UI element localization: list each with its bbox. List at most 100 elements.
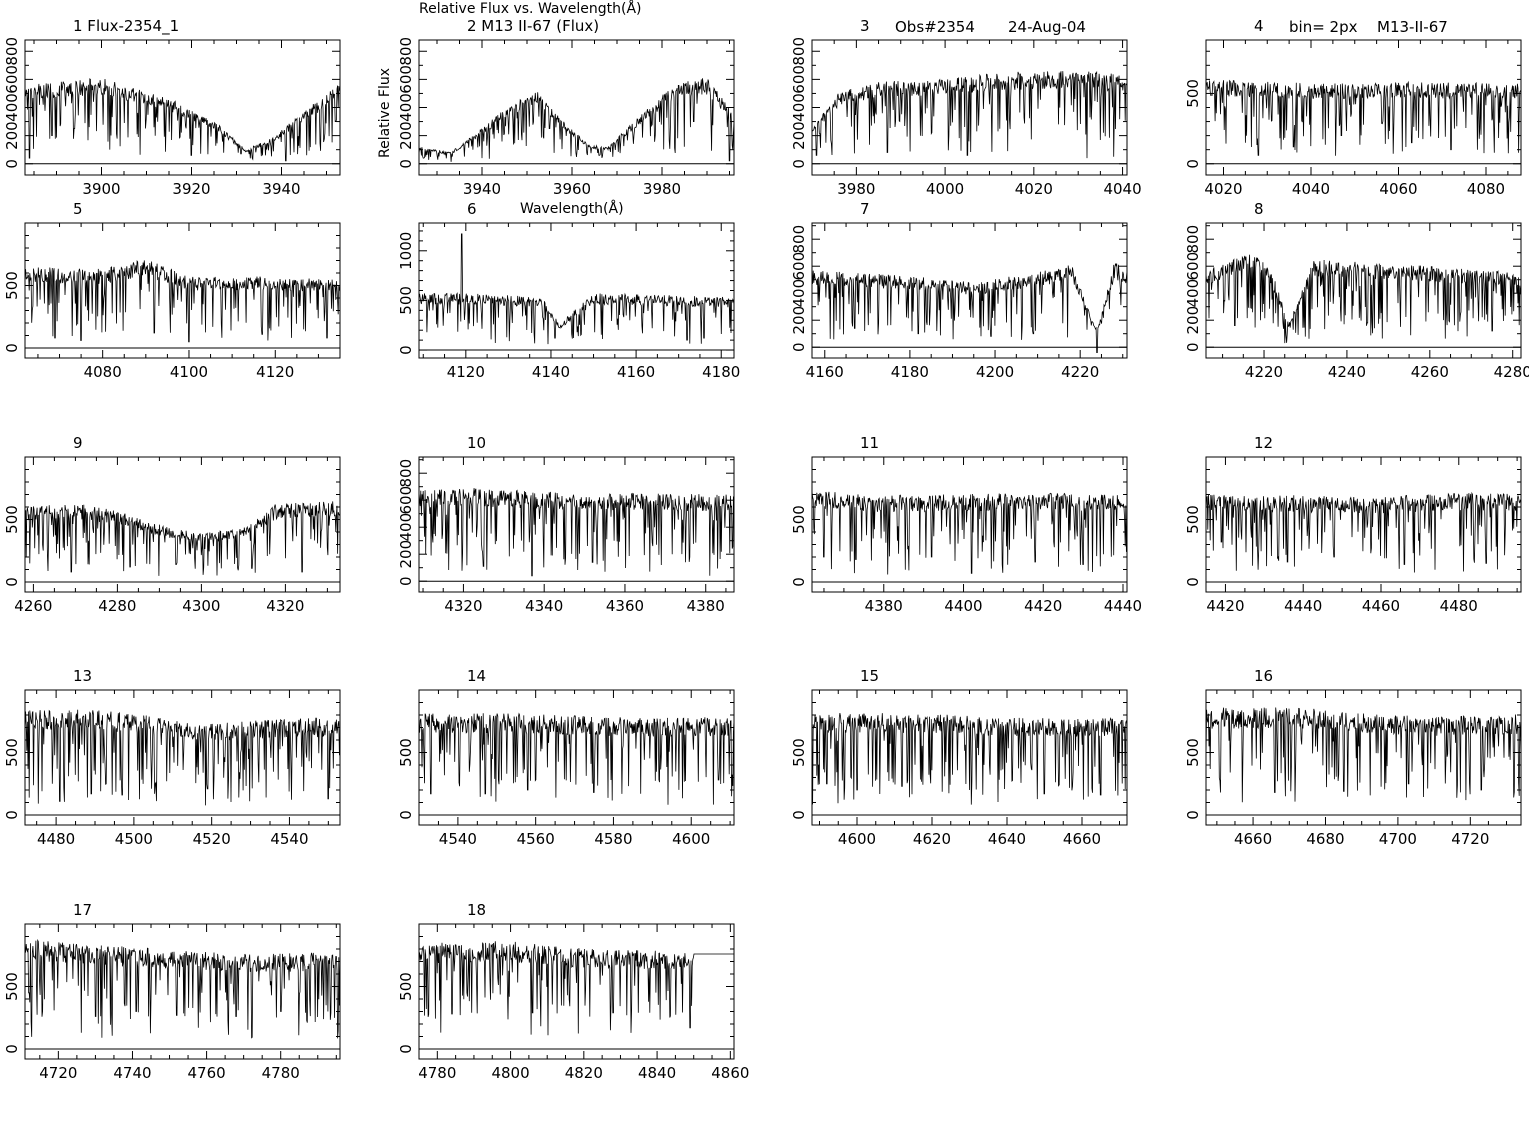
x-tick-label: 4540 bbox=[439, 830, 477, 848]
y-tick-label: 600 bbox=[790, 252, 808, 281]
y-tick-label: 0 bbox=[790, 577, 808, 587]
spectrum-line bbox=[1206, 79, 1521, 156]
x-tick-label: 4060 bbox=[1379, 180, 1417, 198]
x-tick-label: 4660 bbox=[1234, 830, 1272, 848]
x-tick-label: 4440 bbox=[1284, 597, 1322, 615]
x-tick-label: 4120 bbox=[447, 363, 485, 381]
spectrum-line bbox=[25, 78, 340, 162]
y-tick-label: 600 bbox=[397, 65, 415, 94]
spectrum-panel-14: 14 4540 4560 4580 4600 0 500 bbox=[397, 667, 735, 848]
spectrum-line bbox=[812, 263, 1127, 353]
y-tick-label: 500 bbox=[1184, 79, 1202, 108]
header-bin: bin= 2px bbox=[1289, 18, 1358, 36]
panel-title: 10 bbox=[467, 434, 486, 452]
x-tick-label: 4420 bbox=[1024, 597, 1062, 615]
x-tick-label: 4640 bbox=[988, 830, 1026, 848]
spectrum-panel-12: 12 4420 4440 4460 4480 0 500 bbox=[1184, 434, 1522, 615]
x-tick-label: 4560 bbox=[517, 830, 555, 848]
x-tick-label: 4100 bbox=[170, 363, 208, 381]
y-tick-label: 0 bbox=[3, 1044, 21, 1054]
spectrum-line bbox=[419, 941, 734, 1036]
x-tick-label: 4420 bbox=[1206, 597, 1244, 615]
x-tick-label: 4760 bbox=[187, 1064, 225, 1082]
spectrum-panel-2: 2 M13 II-67 (Flux) 3940 3960 3980 0 200400600… bbox=[397, 17, 735, 198]
spectrum-line bbox=[419, 233, 734, 345]
x-tick-label: 4460 bbox=[1362, 597, 1400, 615]
panel-title: 7 bbox=[860, 200, 870, 218]
x-tick-label: 4440 bbox=[1104, 597, 1142, 615]
x-tick-label: 4860 bbox=[711, 1064, 749, 1082]
y-tick-label: 200 bbox=[3, 121, 21, 150]
x-tick-label: 4520 bbox=[193, 830, 231, 848]
y-tick-label: 600 bbox=[3, 65, 21, 94]
x-tick-label: 4040 bbox=[1292, 180, 1330, 198]
x-tick-label: 4220 bbox=[1245, 363, 1283, 381]
y-tick-label: 400 bbox=[1184, 279, 1202, 308]
spectrum-panel-15: 15 4600 4620 4640 4660 0 500 bbox=[790, 667, 1128, 848]
x-tick-label: 4480 bbox=[37, 830, 75, 848]
plot-frame bbox=[1205, 689, 1522, 826]
figure-ylabel: Relative Flux bbox=[377, 68, 393, 158]
x-tick-label: 4700 bbox=[1379, 830, 1417, 848]
y-tick-label: 500 bbox=[397, 972, 415, 1001]
spectrum-panel-6: 6 4120 4140 4160 4180 0 500 1000 bbox=[397, 200, 740, 381]
y-tick-label: 0 bbox=[397, 1044, 415, 1054]
x-tick-label: 4300 bbox=[182, 597, 220, 615]
x-tick-label: 4160 bbox=[617, 363, 655, 381]
y-tick-label: 600 bbox=[1184, 252, 1202, 281]
x-tick-label: 4280 bbox=[98, 597, 136, 615]
plot-frame bbox=[418, 689, 735, 826]
figure-xlabel: Wavelength(Å) bbox=[520, 200, 624, 217]
panel-title: 13 bbox=[73, 667, 92, 685]
x-tick-label: 4660 bbox=[1063, 830, 1101, 848]
x-tick-label: 4260 bbox=[1411, 363, 1449, 381]
plot-frame bbox=[24, 222, 341, 359]
x-tick-label: 3980 bbox=[837, 180, 875, 198]
spectrum-line bbox=[812, 70, 1127, 159]
x-tick-label: 4600 bbox=[838, 830, 876, 848]
y-tick-label: 500 bbox=[790, 505, 808, 534]
x-tick-label: 4620 bbox=[913, 830, 951, 848]
x-tick-label: 4180 bbox=[702, 363, 740, 381]
y-tick-label: 1000 bbox=[397, 232, 415, 270]
x-tick-label: 3900 bbox=[82, 180, 120, 198]
panel-title: 12 bbox=[1254, 434, 1273, 452]
panel-title: 16 bbox=[1254, 667, 1273, 685]
plot-frame bbox=[811, 456, 1128, 593]
figure-title: Relative Flux vs. Wavelength(Å) bbox=[419, 0, 642, 17]
y-tick-label: 500 bbox=[397, 738, 415, 767]
spectrum-panel-5: 5 4080 4100 4120 0 500 bbox=[3, 200, 341, 381]
y-tick-label: 500 bbox=[3, 271, 21, 300]
spectrum-panel-11: 11 4380 4400 4420 4440 0 500 bbox=[790, 434, 1142, 615]
y-tick-label: 800 bbox=[397, 37, 415, 66]
spectrum-line bbox=[25, 938, 340, 1039]
y-tick-label: 500 bbox=[790, 738, 808, 767]
x-tick-label: 4480 bbox=[1440, 597, 1478, 615]
panel-title: 17 bbox=[73, 901, 92, 919]
x-tick-label: 4280 bbox=[1494, 363, 1529, 381]
y-tick-label: 0 bbox=[1184, 159, 1202, 169]
panel-title: 11 bbox=[860, 434, 879, 452]
spectrum-line bbox=[25, 501, 340, 576]
y-tick-label: 500 bbox=[1184, 505, 1202, 534]
x-tick-label: 4720 bbox=[39, 1064, 77, 1082]
x-tick-label: 4820 bbox=[565, 1064, 603, 1082]
plot-frame bbox=[1205, 222, 1522, 359]
panel-title: 8 bbox=[1254, 200, 1264, 218]
y-tick-label: 200 bbox=[397, 540, 415, 569]
y-tick-label: 500 bbox=[397, 286, 415, 315]
spectrum-line bbox=[419, 712, 734, 805]
x-tick-label: 4120 bbox=[256, 363, 294, 381]
y-tick-label: 0 bbox=[790, 159, 808, 169]
x-tick-label: 4200 bbox=[976, 363, 1014, 381]
panel-title: 9 bbox=[73, 434, 83, 452]
header-date: 24-Aug-04 bbox=[1008, 18, 1086, 36]
x-tick-label: 4740 bbox=[113, 1064, 151, 1082]
x-tick-label: 4500 bbox=[115, 830, 153, 848]
y-tick-label: 800 bbox=[1184, 225, 1202, 254]
y-tick-label: 0 bbox=[790, 342, 808, 352]
y-tick-label: 200 bbox=[1184, 306, 1202, 335]
y-tick-label: 400 bbox=[397, 513, 415, 542]
